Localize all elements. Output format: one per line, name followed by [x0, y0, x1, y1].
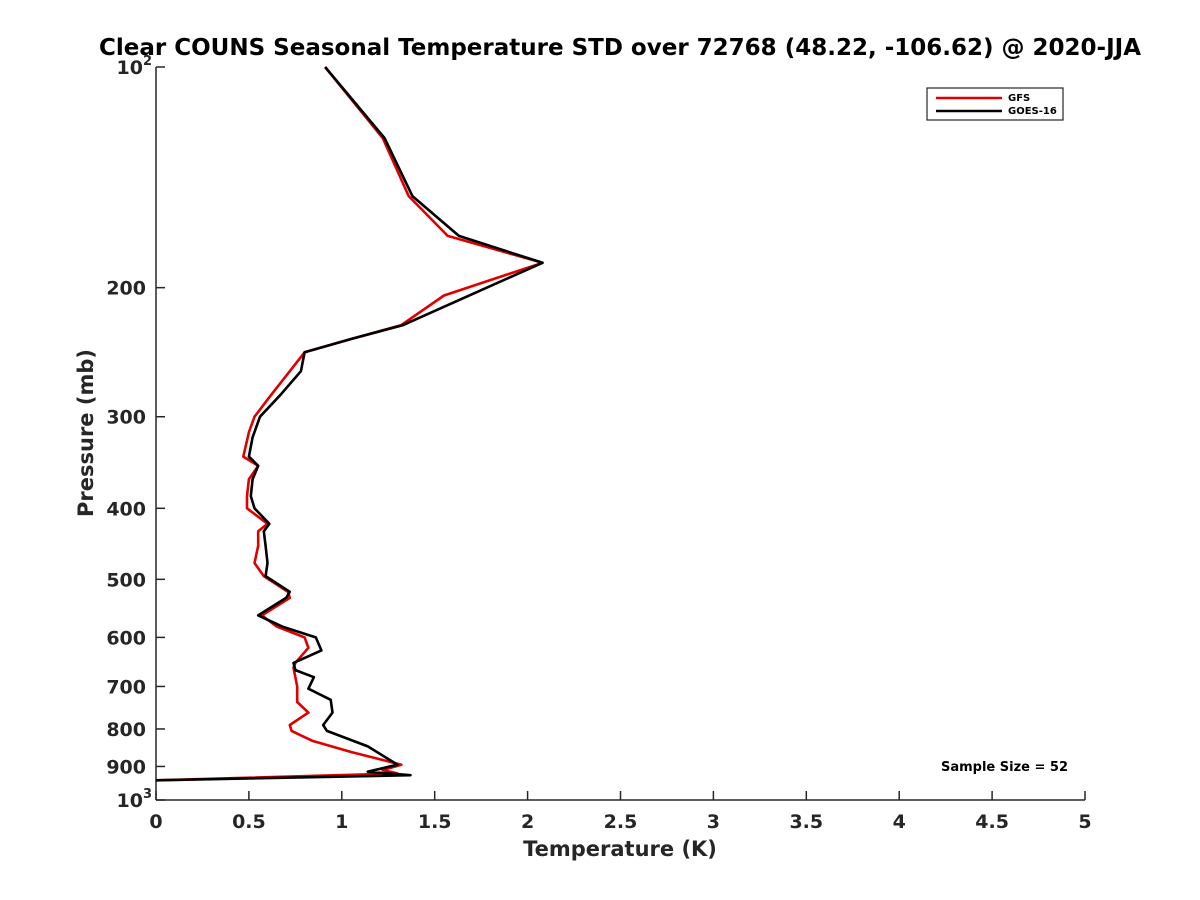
legend-label-goes16: GOES-16 [1008, 106, 1057, 117]
x-tick-label: 3.5 [789, 811, 823, 833]
series-line-goes-16 [155, 66, 544, 782]
axes [155, 67, 1085, 801]
y-tick-label: 500 [106, 569, 146, 591]
x-tick-label: 4 [893, 811, 906, 833]
y-tick-label: 102 [117, 54, 153, 79]
y-tick-label: 600 [106, 627, 146, 649]
y-axis-label: Pressure (mb) [74, 349, 98, 517]
y-tick-label: 300 [106, 407, 146, 429]
legend: GFS GOES-16 [926, 87, 1064, 121]
x-tick-label: 2 [521, 811, 534, 833]
x-tick-label: 2.5 [604, 811, 638, 833]
x-tick-label: 4.5 [975, 811, 1009, 833]
x-tick-label: 1 [335, 811, 348, 833]
y-tick-label: 103 [117, 787, 153, 812]
y-tick-label: 200 [106, 278, 146, 300]
x-tick-label: 0 [149, 811, 162, 833]
x-tick-label: 3 [707, 811, 720, 833]
x-tick-label: 5 [1078, 811, 1091, 833]
x-tick-label: 0.5 [232, 811, 266, 833]
x-ticks: 0 0.5 1 1.5 2 2.5 3 3.5 4 4.5 5 [149, 791, 1092, 833]
y-tick-label: 800 [106, 719, 146, 741]
series-lines [155, 66, 544, 782]
y-tick-label: 700 [106, 676, 146, 698]
x-axis-label: Temperature (K) [523, 837, 717, 861]
sample-size-annotation: Sample Size = 52 [941, 760, 1068, 775]
legend-box [926, 87, 1064, 121]
x-tick-label: 1.5 [418, 811, 452, 833]
chart-title: Clear COUNS Seasonal Temperature STD ove… [99, 35, 1141, 61]
y-ticks: 102 200 300 400 500 600 700 800 900 103 [106, 54, 165, 812]
y-tick-label: 900 [106, 756, 146, 778]
y-tick-label: 400 [106, 498, 146, 520]
series-line-gfs [155, 66, 544, 782]
legend-label-gfs: GFS [1008, 93, 1030, 104]
